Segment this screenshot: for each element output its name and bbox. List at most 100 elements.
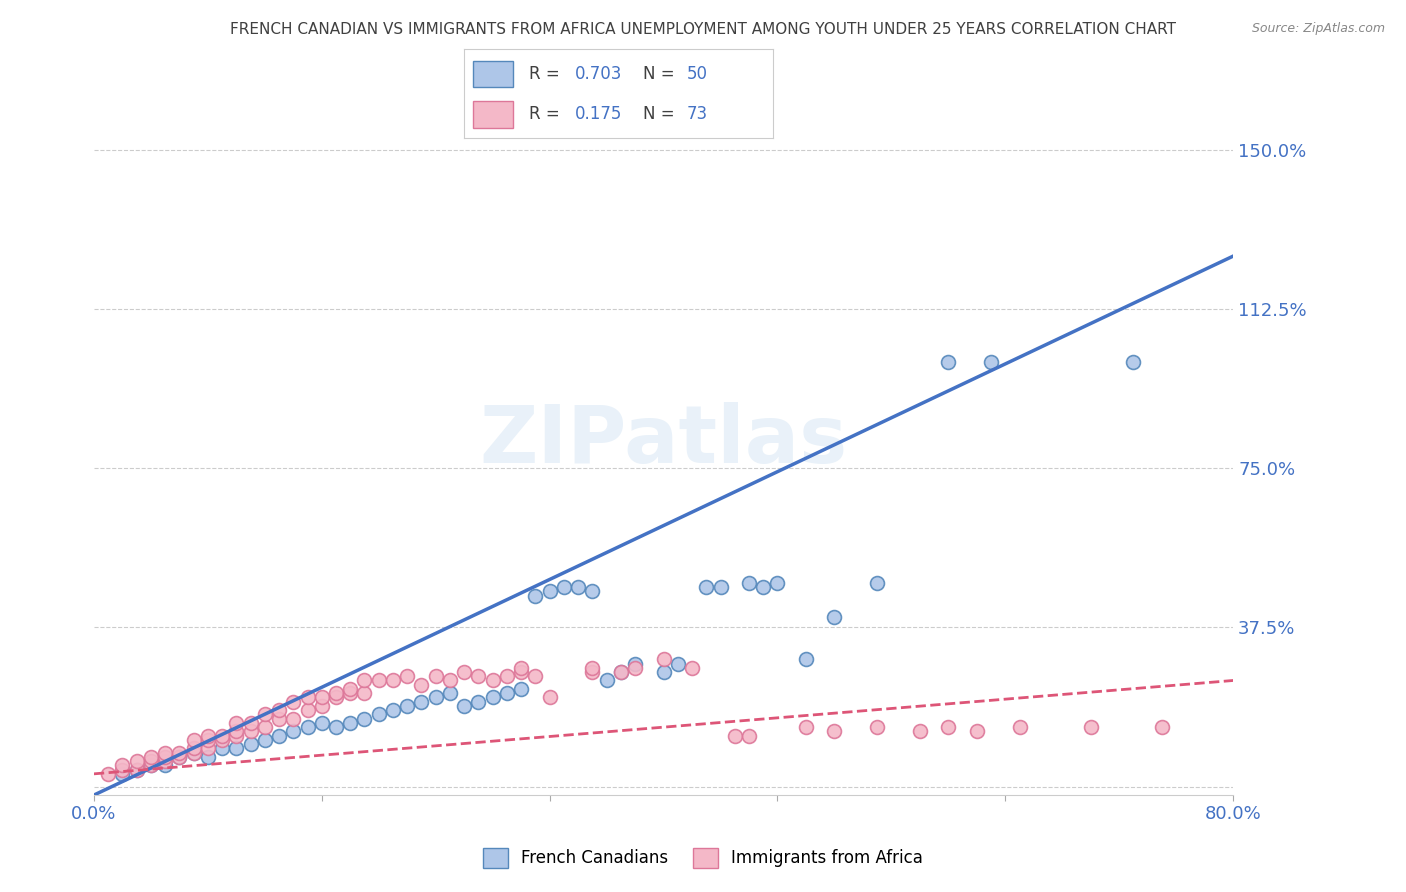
- Point: [908, 724, 931, 739]
- Point: [453, 665, 475, 679]
- Point: [297, 703, 319, 717]
- Point: [553, 580, 575, 594]
- Text: N =: N =: [644, 105, 681, 123]
- Point: [652, 652, 675, 666]
- Point: [496, 669, 519, 683]
- Point: [211, 741, 233, 756]
- Point: [253, 720, 276, 734]
- Point: [267, 729, 290, 743]
- Text: N =: N =: [644, 65, 681, 83]
- Text: ZIPatlas: ZIPatlas: [479, 401, 848, 480]
- Point: [624, 657, 647, 671]
- Point: [381, 703, 404, 717]
- Point: [823, 610, 845, 624]
- Point: [239, 737, 262, 751]
- Point: [381, 673, 404, 688]
- Point: [311, 715, 333, 730]
- Point: [197, 729, 219, 743]
- Point: [980, 355, 1002, 369]
- Point: [1122, 355, 1144, 369]
- Point: [738, 575, 761, 590]
- Point: [581, 661, 603, 675]
- Point: [325, 720, 347, 734]
- Point: [353, 712, 375, 726]
- Point: [425, 669, 447, 683]
- Point: [510, 661, 533, 675]
- Text: FRENCH CANADIAN VS IMMIGRANTS FROM AFRICA UNEMPLOYMENT AMONG YOUTH UNDER 25 YEAR: FRENCH CANADIAN VS IMMIGRANTS FROM AFRIC…: [231, 22, 1175, 37]
- Point: [866, 720, 889, 734]
- Point: [197, 732, 219, 747]
- Text: Source: ZipAtlas.com: Source: ZipAtlas.com: [1251, 22, 1385, 36]
- Point: [139, 750, 162, 764]
- Point: [183, 746, 205, 760]
- Point: [524, 669, 547, 683]
- Point: [225, 724, 247, 739]
- Point: [153, 754, 176, 768]
- FancyBboxPatch shape: [474, 61, 513, 87]
- Point: [467, 695, 489, 709]
- Point: [966, 724, 988, 739]
- Point: [225, 741, 247, 756]
- Point: [211, 729, 233, 743]
- Point: [139, 758, 162, 772]
- Point: [396, 669, 419, 683]
- Point: [496, 686, 519, 700]
- Point: [125, 754, 148, 768]
- Point: [169, 746, 191, 760]
- Point: [467, 669, 489, 683]
- Point: [481, 690, 503, 705]
- Point: [267, 703, 290, 717]
- Text: 73: 73: [686, 105, 707, 123]
- Point: [325, 686, 347, 700]
- Point: [866, 575, 889, 590]
- Point: [538, 584, 561, 599]
- Point: [139, 758, 162, 772]
- Point: [581, 665, 603, 679]
- Point: [411, 695, 433, 709]
- Point: [225, 715, 247, 730]
- Point: [610, 665, 633, 679]
- Point: [367, 707, 389, 722]
- Point: [367, 673, 389, 688]
- Point: [153, 758, 176, 772]
- Point: [253, 732, 276, 747]
- Point: [339, 681, 361, 696]
- Point: [183, 746, 205, 760]
- Point: [724, 729, 747, 743]
- Point: [481, 673, 503, 688]
- Point: [325, 690, 347, 705]
- Point: [510, 681, 533, 696]
- Point: [169, 750, 191, 764]
- Point: [283, 695, 305, 709]
- Point: [411, 678, 433, 692]
- Point: [396, 698, 419, 713]
- Point: [709, 580, 731, 594]
- Point: [297, 690, 319, 705]
- Point: [439, 673, 461, 688]
- Point: [125, 763, 148, 777]
- Point: [1008, 720, 1031, 734]
- Point: [595, 673, 617, 688]
- Point: [752, 580, 775, 594]
- Text: 50: 50: [686, 65, 707, 83]
- Point: [567, 580, 589, 594]
- Text: R =: R =: [529, 105, 565, 123]
- Point: [253, 707, 276, 722]
- Point: [211, 732, 233, 747]
- Point: [938, 355, 960, 369]
- Point: [183, 741, 205, 756]
- Text: 0.703: 0.703: [575, 65, 623, 83]
- Point: [1150, 720, 1173, 734]
- Point: [339, 715, 361, 730]
- Point: [652, 665, 675, 679]
- Point: [794, 652, 817, 666]
- Point: [353, 673, 375, 688]
- Text: R =: R =: [529, 65, 565, 83]
- Point: [794, 720, 817, 734]
- Point: [666, 657, 689, 671]
- Point: [1080, 720, 1102, 734]
- Point: [439, 686, 461, 700]
- Point: [239, 724, 262, 739]
- Point: [624, 661, 647, 675]
- Point: [97, 767, 120, 781]
